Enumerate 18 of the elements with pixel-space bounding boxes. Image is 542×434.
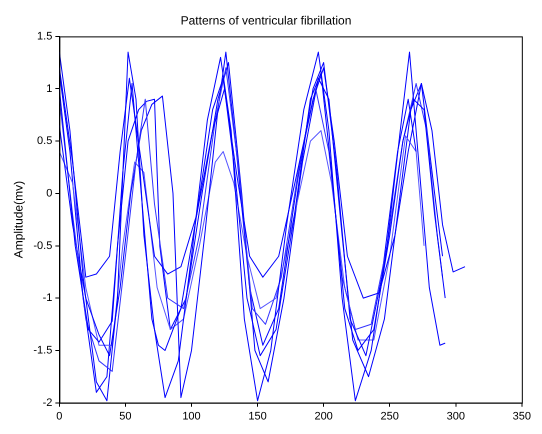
y-tick-label: -1 [42, 292, 52, 304]
y-tick-label: 1 [46, 82, 52, 95]
x-tick-label: 350 [512, 410, 532, 422]
x-tick-label: 200 [314, 410, 333, 422]
y-tick-label: -1.5 [33, 344, 52, 356]
y-tick-label: -2 [42, 396, 52, 409]
x-tick-label: 250 [380, 410, 399, 422]
y-tick-label: 0 [46, 187, 52, 200]
chart-title: Patterns of ventricular fibrillation [180, 14, 352, 28]
x-tick-label: 150 [248, 410, 267, 422]
x-tick-label: 100 [182, 410, 201, 422]
y-tick-label: -0.5 [33, 240, 52, 252]
x-tick-label: 300 [446, 410, 465, 422]
y-axis-title: Amplitude(mv) [12, 180, 26, 258]
y-tick-label: 0.5 [37, 135, 52, 148]
x-tick-label: 0 [56, 410, 62, 422]
x-tick-label: 50 [119, 410, 132, 422]
y-tick-label: 1.5 [37, 30, 52, 42]
